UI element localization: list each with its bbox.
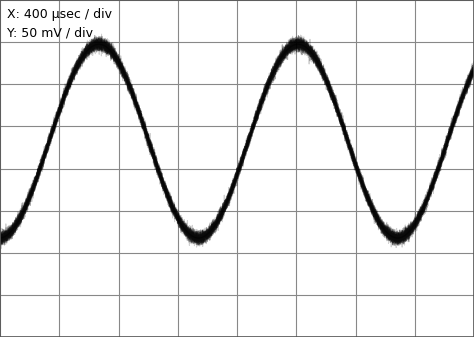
Text: X: 400 μsec / div
Y: 50 mV / div: X: 400 μsec / div Y: 50 mV / div: [7, 8, 112, 39]
